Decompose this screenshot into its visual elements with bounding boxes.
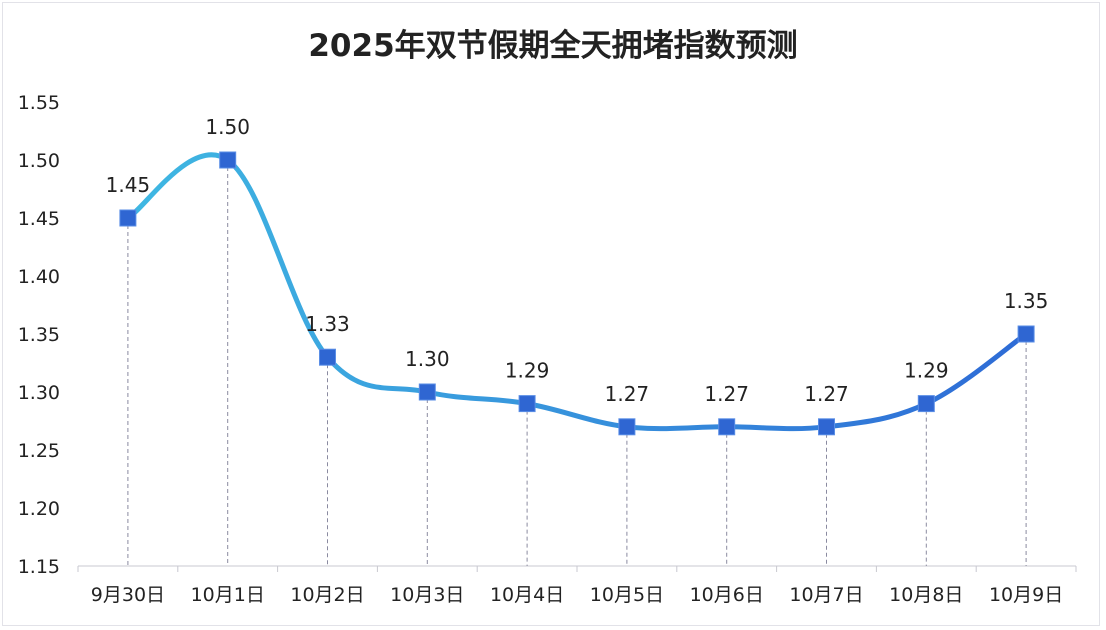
data-label: 1.29: [904, 359, 949, 383]
data-label: 1.50: [205, 115, 250, 139]
data-point: [618, 418, 636, 436]
data-label: 1.45: [106, 173, 151, 197]
y-tick-label: 1.20: [18, 498, 60, 520]
y-tick-label: 1.35: [18, 324, 60, 346]
data-point: [219, 151, 237, 169]
x-tick-label: 9月30日: [91, 584, 165, 606]
drop-lines: [127, 160, 1027, 566]
x-tick-label: 10月1日: [191, 584, 265, 606]
data-point: [818, 418, 835, 436]
y-tick-label: 1.50: [18, 150, 60, 172]
data-labels: 1.45 1.50 1.33 1.30 1.29 1.27 1.27 1.27 1.29 1.35: [106, 115, 1049, 406]
data-point: [1017, 325, 1035, 343]
y-axis: 1.15 1.20 1.25 1.30 1.35 1.40 1.45 1.50 1.55: [18, 92, 60, 578]
chart-title: 2025年双节假期全天拥堵指数预测: [308, 28, 797, 64]
data-point: [917, 395, 935, 413]
data-label: 1.30: [405, 347, 450, 371]
markers: [119, 151, 1035, 436]
data-label: 1.33: [305, 312, 350, 336]
x-tick-label: 10月5日: [590, 584, 664, 606]
y-tick-label: 1.25: [18, 440, 60, 462]
data-point: [518, 395, 536, 413]
y-tick-label: 1.15: [18, 556, 60, 578]
data-point: [119, 209, 137, 227]
x-tick-label: 10月9日: [989, 584, 1063, 606]
x-tick-label: 10月8日: [889, 584, 963, 606]
x-tick-label: 10月6日: [690, 584, 764, 606]
y-tick-label: 1.40: [18, 266, 60, 288]
x-tick-label: 10月3日: [390, 584, 464, 606]
x-tick-label: 10月4日: [490, 584, 564, 606]
data-label: 1.29: [505, 359, 550, 383]
x-axis: 9月30日 10月1日 10月2日 10月3日 10月4日 10月5日 10月6日 10月7日…: [77, 565, 1077, 606]
x-tick-label: 10月7日: [789, 584, 863, 606]
data-label: 1.27: [804, 382, 849, 406]
y-tick-label: 1.30: [18, 382, 60, 404]
data-point: [718, 418, 736, 436]
data-label: 1.27: [704, 382, 749, 406]
y-tick-label: 1.55: [18, 92, 60, 114]
series-line: [125, 152, 1029, 432]
data-point: [319, 348, 336, 366]
data-label: 1.35: [1004, 289, 1049, 313]
data-point: [418, 383, 436, 401]
x-tick-label: 10月2日: [290, 584, 364, 606]
data-label: 1.27: [605, 382, 650, 406]
y-tick-label: 1.45: [18, 208, 60, 230]
